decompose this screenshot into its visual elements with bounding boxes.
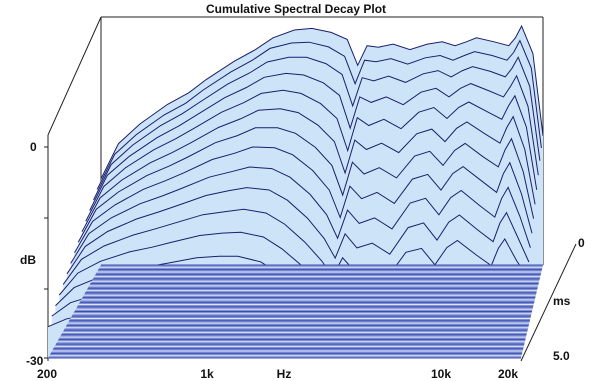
- back-left-edge: [47, 16, 102, 136]
- decay-slice-line-6: [77, 127, 535, 243]
- decay-slice-line-0: [100, 24, 544, 180]
- decay-slice-line-1: [96, 39, 542, 190]
- x-tick-label-10k: 10k: [431, 367, 451, 381]
- decay-slices: [47, 24, 544, 359]
- x-axis-label-hz: Hz: [277, 367, 292, 381]
- decay-slice-line-9: [66, 187, 530, 275]
- decay-slice-line-5: [81, 108, 536, 232]
- y-label-db: dB: [20, 253, 36, 267]
- z-tick-label-0: 0: [578, 236, 585, 250]
- y-tick-label-bottom: -30: [26, 354, 44, 368]
- chart-title: Cumulative Spectral Decay Plot: [206, 2, 386, 16]
- decay-slice-line-8: [70, 166, 531, 264]
- decay-slice-line-10: [62, 208, 528, 285]
- decay-slice-line-3: [89, 72, 539, 211]
- decay-slice-line-2: [93, 56, 541, 201]
- z-tick-label-5: 5.0: [553, 349, 570, 363]
- decay-slice-line-4: [85, 89, 538, 222]
- decay-slice-line-7: [74, 146, 533, 254]
- z-axis-label-ms: ms: [553, 294, 571, 308]
- x-tick-label-200: 200: [37, 367, 57, 381]
- x-tick-label-1k: 1k: [200, 367, 214, 381]
- y-tick-label-top: 0: [30, 140, 37, 154]
- ms-axis: [520, 243, 577, 362]
- x-tick-label-20k: 20k: [498, 367, 518, 381]
